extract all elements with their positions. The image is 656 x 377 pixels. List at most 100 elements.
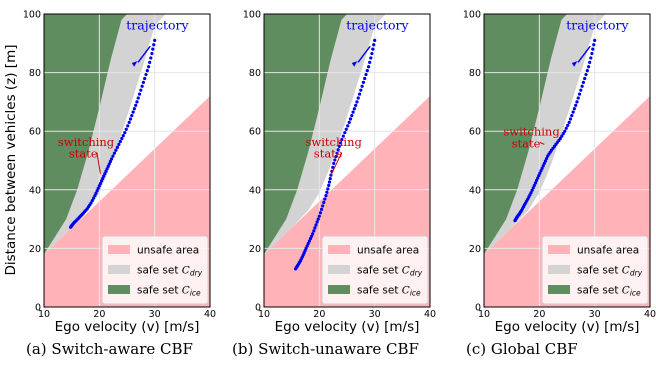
trajectory-point	[332, 161, 336, 166]
trajectory-point	[335, 151, 339, 155]
chart-panel-1: 10 20 30 40 0 20 40 60 80 100 Ego velocity (v) [m/…	[23, 10, 216, 336]
trajectory-point	[579, 88, 583, 92]
trajectory-point	[331, 165, 335, 169]
switching-state-label: switching	[503, 125, 560, 139]
trajectory-point	[373, 38, 377, 42]
trajectory-point	[101, 176, 105, 181]
y-tick-label: 100	[23, 10, 41, 21]
trajectory-point	[319, 207, 324, 211]
trajectory-point	[111, 154, 115, 158]
trajectory-point	[354, 103, 358, 107]
trajectory-point	[359, 88, 363, 92]
trajectory-point	[97, 184, 101, 188]
trajectory-point	[99, 179, 104, 183]
y-tick-label: 20	[249, 244, 261, 255]
trajectory-point	[102, 174, 106, 178]
trajectory-point	[123, 131, 127, 135]
trajectory-point	[316, 217, 320, 221]
x-tick-label: 40	[424, 309, 436, 320]
trajectory-point	[540, 166, 544, 170]
trajectory-point	[140, 84, 144, 88]
y-tick-label: 40	[29, 185, 41, 196]
x-axis-label: Ego velocity (v) [m/s]	[55, 319, 200, 335]
trajectory-point	[355, 100, 359, 104]
trajectory-point	[365, 69, 369, 73]
trajectory-point	[343, 131, 347, 135]
trajectory-point	[68, 225, 73, 229]
trajectory-arrowhead	[351, 61, 358, 67]
trajectory-point	[590, 51, 594, 56]
trajectory-point	[131, 110, 135, 114]
trajectory-point	[546, 154, 550, 158]
trajectory-point	[592, 43, 596, 47]
trajectory-point	[574, 103, 578, 107]
trajectory-point	[544, 156, 549, 161]
trajectory-point	[356, 96, 360, 100]
trajectory-point	[570, 113, 574, 118]
legend-label: safe set Cice	[357, 285, 421, 298]
trajectory-annotation: trajectory	[346, 17, 409, 32]
trajectory-point	[366, 65, 371, 69]
switching-state-label: state	[512, 136, 541, 150]
chart-panel-3: 10 20 30 40 0 20 40 60 80 100 Ego velocity (v) [m/…	[463, 10, 656, 336]
legend-label: unsafe area	[357, 245, 419, 257]
trajectory-point	[538, 171, 542, 175]
y-tick-label: 100	[463, 10, 481, 21]
trajectory-point	[103, 172, 107, 176]
trajectory-point	[305, 244, 309, 248]
trajectory-point	[136, 96, 140, 100]
trajectory-point	[90, 198, 94, 203]
legend-label: unsafe area	[577, 245, 639, 257]
x-tick-label: 20	[93, 309, 105, 320]
trajectory-point	[93, 194, 97, 198]
trajectory-point	[109, 157, 114, 161]
trajectory-point	[350, 113, 354, 118]
x-tick-label: 10	[38, 309, 50, 320]
y-tick-label: 0	[475, 303, 481, 314]
trajectory-point	[108, 159, 112, 164]
trajectory-point	[94, 191, 98, 195]
trajectory-point	[364, 72, 368, 77]
trajectory-point	[347, 120, 351, 125]
trajectory-point	[333, 158, 337, 162]
switching-state-pointer	[96, 152, 101, 174]
trajectory-point	[132, 107, 136, 111]
x-tick-label: 40	[644, 309, 656, 320]
trajectory-point	[322, 200, 326, 205]
trajectory-point	[344, 127, 348, 131]
trajectory-point	[584, 72, 588, 77]
trajectory-point	[568, 117, 573, 121]
trajectory-point	[104, 169, 108, 173]
switching-state-label: switching	[306, 135, 363, 149]
trajectory-point	[313, 226, 317, 230]
trajectory-point	[144, 72, 148, 77]
trajectory-point	[318, 211, 323, 215]
trajectory-point	[336, 148, 340, 152]
trajectory-point	[92, 196, 96, 200]
trajectory-point	[151, 47, 155, 51]
legend-label: safe set Cdry	[357, 265, 423, 278]
x-tick-label: 10	[478, 309, 490, 320]
trajectory-point	[334, 154, 338, 159]
trajectory-point	[309, 234, 314, 238]
x-axis-label: Ego velocity (v) [m/s]	[275, 319, 420, 335]
y-axis-label: Distance between vehicles (z) [m]	[3, 45, 19, 276]
legend-swatch	[548, 285, 570, 294]
trajectory-point	[537, 174, 541, 178]
trajectory-point	[368, 60, 372, 64]
chart-panel-2: 10 20 30 40 0 20 40 60 80 100 Ego velocity (v) [m/…	[243, 10, 436, 336]
trajectory-point	[541, 164, 545, 168]
trajectory-point	[530, 188, 534, 192]
trajectory-point	[338, 141, 342, 145]
trajectory-point	[148, 60, 152, 64]
trajectory-arrowhead	[131, 61, 138, 67]
caption-c: (c) Global CBF	[466, 340, 578, 358]
trajectory-point	[346, 124, 350, 128]
safe-set-ice-region	[484, 14, 567, 255]
y-tick-label: 20	[469, 244, 481, 255]
safe-set-ice-region	[264, 14, 347, 255]
trajectory-point	[137, 92, 142, 96]
trajectory-point	[149, 56, 153, 60]
trajectory-point	[130, 113, 134, 118]
